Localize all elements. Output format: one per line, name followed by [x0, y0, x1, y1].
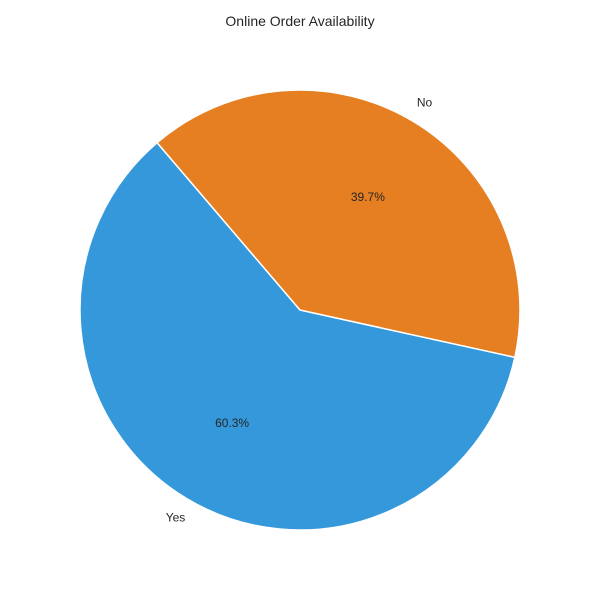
- percent-label-no: 39.7%: [351, 190, 385, 204]
- slice-label-yes: Yes: [166, 511, 186, 525]
- slice-label-no: No: [417, 95, 433, 109]
- pie-labels: Yes 60.3% No 39.7%: [166, 95, 433, 524]
- chart-title: Online Order Availability: [225, 13, 374, 29]
- pie-slice-yes: [79, 141, 516, 531]
- pie-slice-no: [156, 89, 521, 359]
- percent-label-yes: 60.3%: [215, 416, 249, 430]
- pie-slices: [79, 89, 521, 531]
